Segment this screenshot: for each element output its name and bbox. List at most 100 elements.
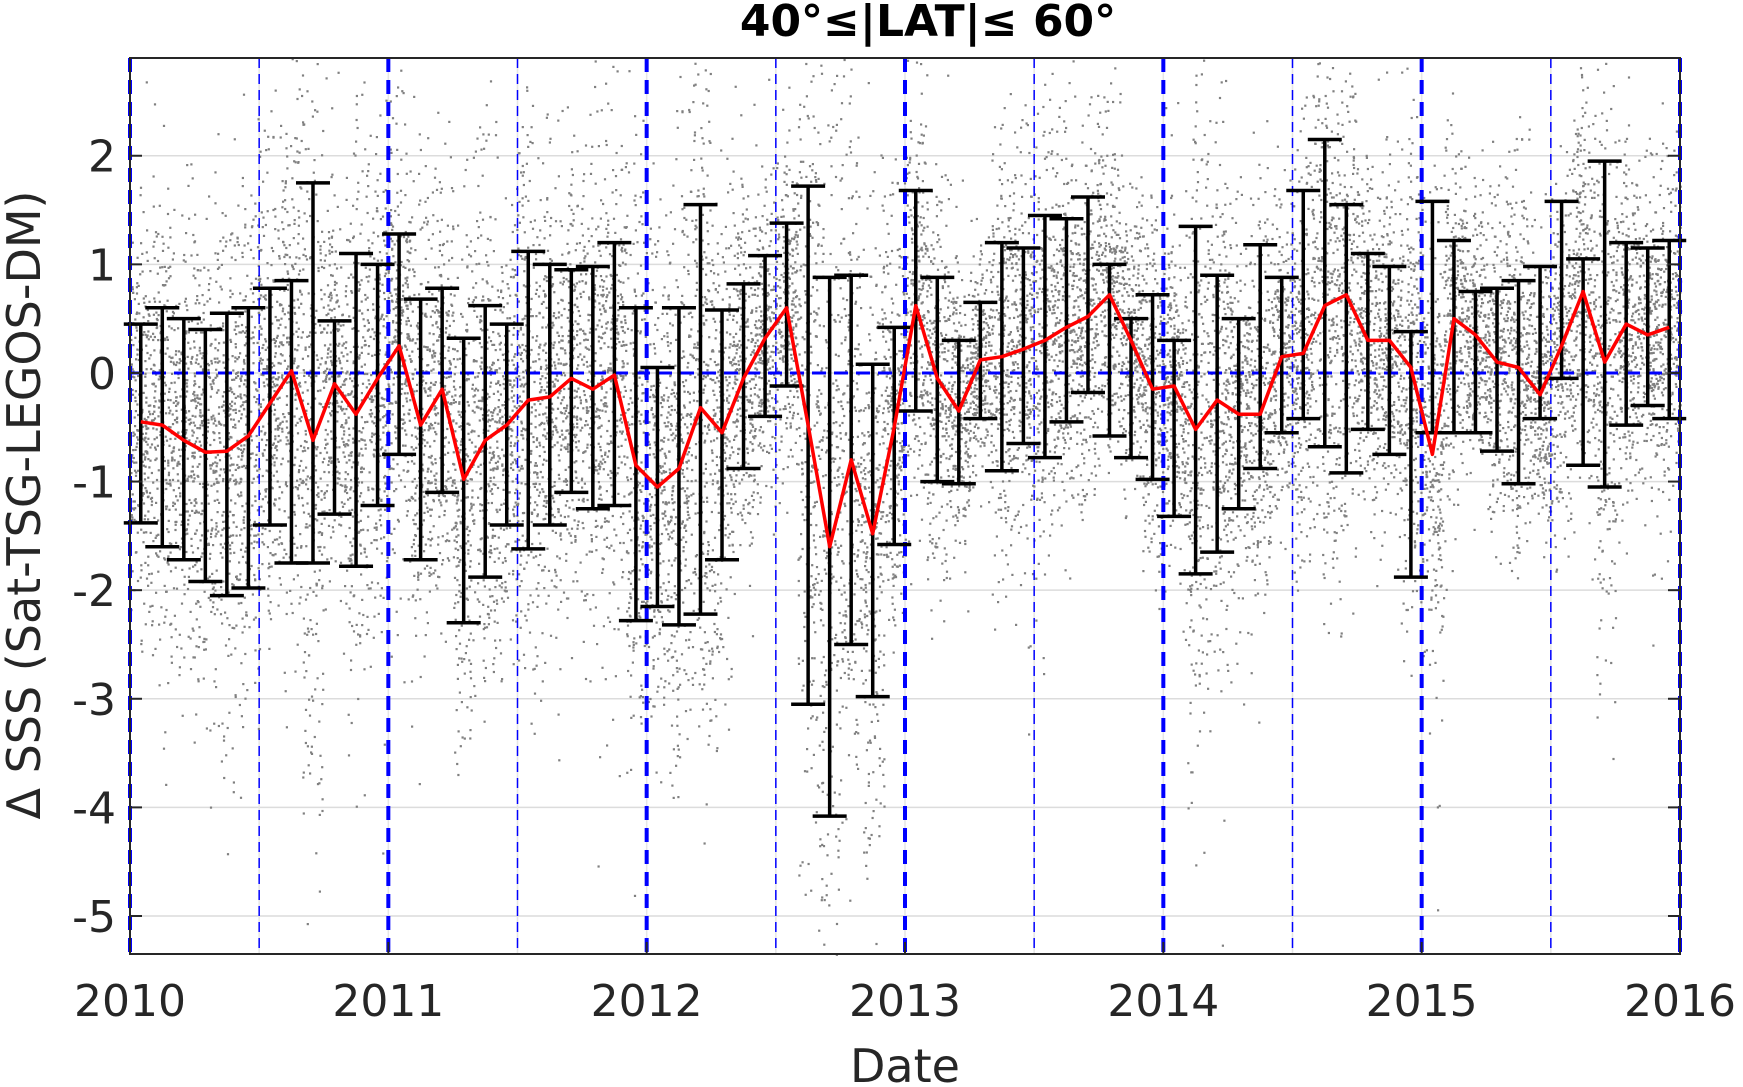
scatter-point: [555, 586, 558, 589]
scatter-point: [141, 432, 144, 435]
scatter-point: [477, 236, 480, 240]
scatter-point: [329, 355, 332, 359]
scatter-point: [482, 552, 485, 555]
scatter-point: [399, 201, 403, 204]
scatter-point: [307, 630, 310, 633]
scatter-point: [497, 399, 500, 402]
scatter-point: [530, 126, 533, 129]
scatter-point: [142, 211, 145, 214]
scatter-point: [520, 420, 523, 423]
scatter-point: [230, 499, 233, 502]
scatter-point: [350, 559, 353, 562]
scatter-point: [151, 654, 155, 657]
scatter-point: [343, 502, 346, 505]
scatter-point: [405, 514, 409, 517]
scatter-point: [386, 556, 389, 559]
scatter-point: [193, 455, 196, 458]
scatter-point: [140, 639, 143, 642]
scatter-point: [274, 435, 277, 438]
scatter-point: [488, 556, 492, 559]
scatter-point: [499, 639, 502, 642]
scatter-point: [279, 362, 282, 365]
scatter-point: [277, 345, 281, 348]
scatter-point: [395, 122, 398, 125]
scatter-point: [217, 133, 220, 136]
scatter-point: [470, 579, 473, 582]
scatter-point: [193, 390, 196, 394]
scatter-point: [520, 467, 523, 470]
scatter-point: [261, 498, 264, 501]
scatter-point: [488, 461, 491, 464]
scatter-point: [260, 438, 264, 441]
scatter-point: [229, 547, 232, 551]
scatter-point: [536, 655, 539, 658]
scatter-point: [218, 501, 221, 504]
scatter-point: [245, 342, 248, 345]
scatter-point: [342, 451, 345, 454]
scatter-point: [285, 612, 288, 616]
scatter-point: [216, 357, 219, 360]
scatter-point: [163, 392, 166, 395]
scatter-point: [408, 337, 411, 340]
scatter-point: [232, 791, 235, 794]
scatter-point: [427, 456, 430, 459]
scatter-point: [557, 302, 560, 305]
scatter-point: [207, 364, 211, 367]
scatter-point: [271, 362, 274, 365]
scatter-point: [276, 480, 279, 483]
scatter-point: [489, 544, 492, 548]
scatter-point: [346, 370, 349, 373]
scatter-point: [231, 391, 234, 394]
scatter-point: [315, 494, 319, 497]
scatter-point: [514, 273, 517, 276]
scatter-point: [256, 541, 259, 544]
scatter-point: [278, 508, 281, 511]
scatter-point: [406, 307, 409, 310]
scatter-point: [223, 542, 227, 545]
scatter-point: [229, 510, 232, 513]
scatter-point: [259, 403, 262, 406]
scatter-point: [424, 634, 427, 637]
scatter-point: [518, 152, 521, 155]
scatter-point: [302, 661, 305, 664]
scatter-point: [316, 519, 319, 522]
scatter-point: [264, 488, 267, 491]
scatter-point: [423, 550, 426, 553]
scatter-point: [228, 469, 231, 472]
scatter-point: [389, 402, 392, 405]
scatter-point: [284, 483, 287, 486]
scatter-point: [438, 249, 441, 252]
scatter-point: [241, 255, 244, 259]
scatter-point: [323, 240, 326, 243]
scatter-point: [294, 262, 297, 265]
scatter-point: [198, 397, 202, 400]
scatter-point: [145, 432, 148, 435]
scatter-point: [431, 191, 434, 194]
scatter-point: [306, 593, 309, 596]
scatter-point: [502, 473, 505, 477]
scatter-point: [223, 471, 227, 474]
scatter-point: [519, 353, 522, 356]
scatter-point: [214, 202, 217, 205]
scatter-point: [201, 552, 204, 555]
scatter-point: [348, 559, 351, 563]
scatter-point: [190, 399, 193, 402]
scatter-point: [198, 349, 201, 352]
scatter-point: [489, 419, 492, 422]
scatter-point: [335, 446, 338, 449]
scatter-point: [319, 545, 322, 549]
scatter-point: [400, 306, 403, 309]
scatter-point: [216, 267, 220, 270]
scatter-point: [510, 463, 513, 466]
scatter-point: [455, 535, 458, 538]
scatter-point: [142, 541, 145, 544]
scatter-point: [362, 427, 365, 430]
scatter-point: [509, 444, 512, 448]
scatter-point: [373, 615, 376, 618]
scatter-point: [416, 325, 419, 328]
scatter-point: [146, 451, 149, 454]
scatter-point: [456, 276, 459, 279]
scatter-point: [250, 542, 253, 545]
scatter-point: [366, 174, 369, 177]
scatter-point: [437, 422, 440, 425]
